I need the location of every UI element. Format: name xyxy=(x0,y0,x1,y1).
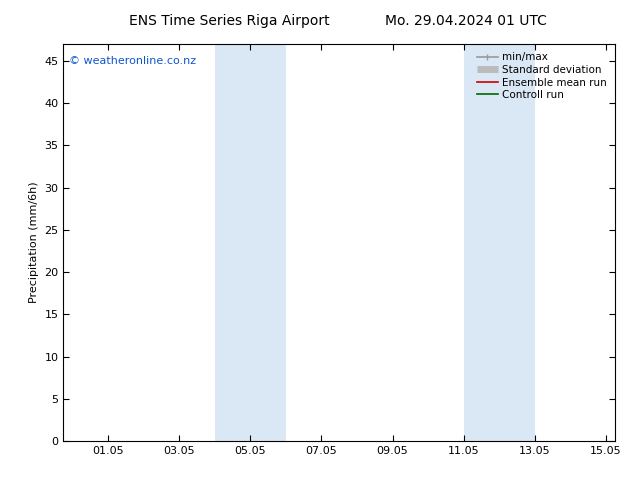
Bar xyxy=(215,44,286,441)
Text: Mo. 29.04.2024 01 UTC: Mo. 29.04.2024 01 UTC xyxy=(385,14,547,28)
Bar xyxy=(463,44,535,441)
Y-axis label: Precipitation (mm/6h): Precipitation (mm/6h) xyxy=(29,182,39,303)
Legend: min/max, Standard deviation, Ensemble mean run, Controll run: min/max, Standard deviation, Ensemble me… xyxy=(474,49,610,103)
Text: © weatheronline.co.nz: © weatheronline.co.nz xyxy=(69,56,196,66)
Text: ENS Time Series Riga Airport: ENS Time Series Riga Airport xyxy=(129,14,329,28)
